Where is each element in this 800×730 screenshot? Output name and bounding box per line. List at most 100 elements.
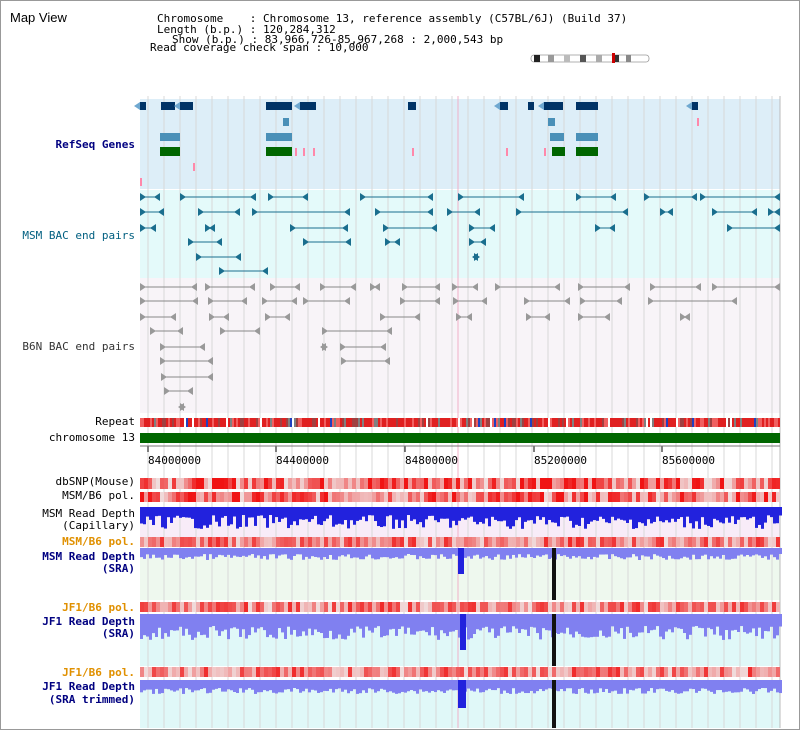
msm-cap-depth-bar: [206, 507, 209, 528]
repeat-element: [564, 418, 566, 427]
repeat-element: [272, 418, 274, 427]
msm-b6-pol-cell: [420, 492, 424, 502]
jf1-sra-depth-bar: [776, 614, 779, 636]
msm-cap-depth-bar: [566, 507, 569, 517]
msm-b6-pol-cell: [280, 492, 284, 502]
jf1-trim-depth-bar: [506, 680, 509, 693]
msm-cap-depth-bar: [617, 507, 620, 519]
jf1-trim-depth-bar: [638, 680, 641, 689]
repeat-element: [722, 418, 724, 427]
jf1-b6-pol-cell: [624, 602, 628, 612]
dbsnp-cell: [580, 478, 584, 489]
msm-b6-pol-cell: [764, 537, 768, 547]
jf1-sra-depth-bar: [158, 614, 161, 628]
msm-cap-depth-bar: [440, 507, 443, 519]
jf1-trim-depth-bar: [536, 680, 539, 692]
chromosome-ideogram[interactable]: [530, 53, 650, 63]
msm-sra-depth-bar: [365, 548, 368, 557]
jf1-trim-depth-bar: [500, 680, 503, 694]
msm-b6-pol-cell: [436, 492, 440, 502]
msm-cap-depth-bar: [422, 507, 425, 528]
jf1-sra-depth-bar: [767, 614, 770, 632]
msm-cap-depth-bar: [671, 507, 674, 519]
msm-b6-pol-cell: [296, 492, 300, 502]
jf1-b6-pol-cell: [732, 602, 736, 612]
msm-cap-depth-bar: [464, 507, 467, 520]
msm-b6-pol-cell: [700, 492, 704, 502]
jf1-trim-depth-bar: [431, 680, 434, 691]
jf1-sra-depth-bar: [281, 614, 284, 633]
ideogram-band: [626, 55, 631, 62]
jf1-trim-depth-bar: [359, 680, 362, 694]
refseq-gene-small: [506, 148, 508, 156]
dbsnp-cell: [668, 478, 672, 489]
jf1-sra-depth-bar: [209, 614, 212, 628]
msm-sra-depth-bar: [746, 548, 749, 555]
msm-sra-depth-bar: [386, 548, 389, 558]
jf1-b6-pol-cell: [676, 602, 680, 612]
repeat-element: [408, 418, 410, 427]
dbsnp-cell: [688, 478, 692, 489]
jf1-b6-pol-cell: [360, 667, 364, 677]
msm-cap-depth-bar: [641, 507, 644, 524]
jf1-trim-depth-bar: [740, 680, 743, 692]
jf1-b6-pol-cell: [284, 602, 288, 612]
b6n-bac-end: [191, 283, 197, 291]
refseq-gene: [300, 102, 316, 110]
msm-b6-pol-cell: [500, 492, 504, 502]
msm-bac-end: [303, 238, 309, 246]
jf1-sra-depth-bar: [485, 614, 488, 627]
jf1-b6-pol-cell: [228, 667, 232, 677]
msm-sra-depth-bar: [656, 548, 659, 556]
msm-cap-depth-bar: [281, 507, 284, 519]
msm-sra-depth-bar: [326, 548, 329, 559]
repeat-element: [670, 418, 672, 427]
jf1-b6-pol-cell: [612, 602, 616, 612]
jf1-sra-depth-bar: [689, 614, 692, 635]
jf1-sra-depth-bar: [188, 614, 191, 635]
msm-b6-pol-cell: [284, 537, 288, 547]
jf1-trim-depth-bar: [620, 680, 623, 694]
jf1-sra-depth-bar-spike: [552, 614, 556, 666]
repeat-element: [422, 418, 424, 427]
repeat-element: [330, 418, 332, 427]
jf1-b6-pol-cell: [152, 667, 156, 677]
b6n-bac-end: [320, 343, 326, 351]
jf1-sra-depth-bar: [278, 614, 281, 629]
repeat-element: [430, 418, 432, 427]
jf1-sra-depth-bar: [758, 614, 761, 628]
jf1-b6-pol-cell: [544, 667, 548, 677]
jf1-b6-pol-cell: [192, 602, 196, 612]
repeat-element: [596, 418, 598, 427]
msm-cap-depth-bar: [146, 507, 149, 517]
msm-b6-pol-cell: [756, 537, 760, 547]
jf1-trim-depth-bar: [674, 680, 677, 693]
msm-sra-depth-bar: [626, 548, 629, 558]
repeat-element: [348, 418, 350, 427]
dbsnp-cell: [708, 478, 712, 489]
track-label-jf1-depth-trim-sub: (SRA trimmed): [48, 693, 135, 706]
jf1-trim-depth-bar: [344, 680, 347, 690]
msm-bac-end: [516, 208, 522, 216]
refseq-gene: [161, 102, 175, 110]
repeat-element: [662, 418, 664, 427]
msm-b6-pol-cell: [224, 537, 228, 547]
repeat-element: [612, 418, 614, 427]
msm-b6-pol-cell: [612, 492, 616, 502]
jf1-trim-depth-bar: [365, 680, 368, 693]
jf1-b6-pol-cell: [532, 667, 536, 677]
b6n-bac-end: [205, 283, 211, 291]
msm-sra-depth-bar: [632, 548, 635, 555]
b6n-bac-end: [270, 283, 276, 291]
dbsnp-cell: [440, 478, 444, 489]
msm-b6-pol-cell: [508, 537, 512, 547]
repeat-element: [468, 418, 470, 427]
jf1-trim-depth-bar: [527, 680, 530, 694]
jf1-b6-pol-cell: [512, 602, 516, 612]
msm-sra-depth-bar: [221, 548, 224, 556]
msm-b6-pol-cell: [528, 537, 532, 547]
msm-b6-pol-cell: [312, 537, 316, 547]
jf1-sra-depth-bar: [677, 614, 680, 629]
msm-sra-depth-bar: [683, 548, 686, 557]
